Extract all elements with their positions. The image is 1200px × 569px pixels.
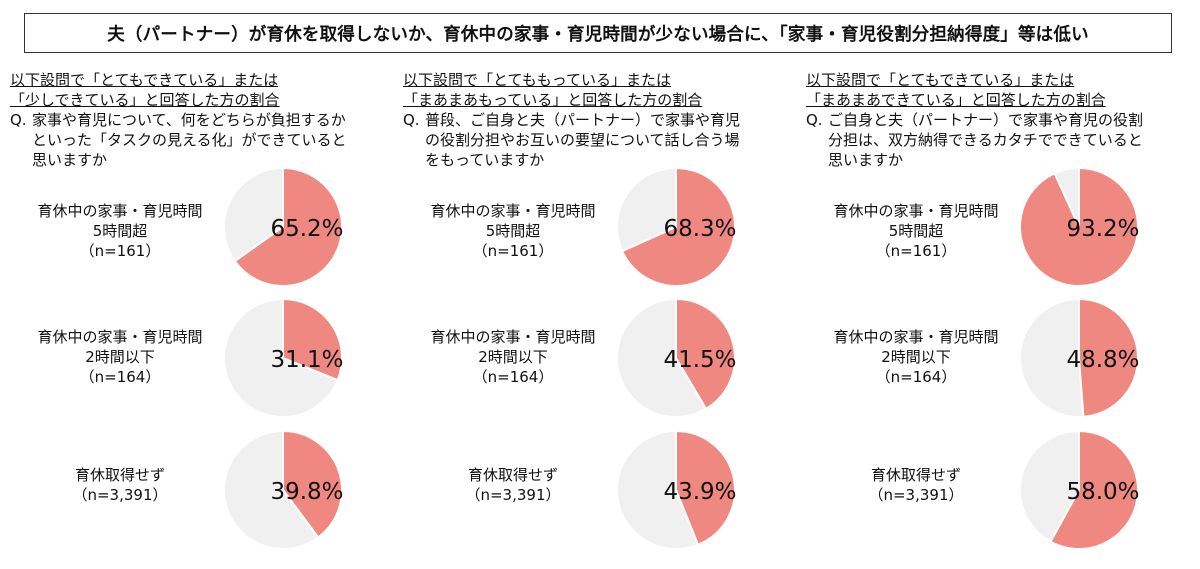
pie-slice-remainder xyxy=(223,166,284,263)
group-label-2h-under: 育休中の家事・育児時間 2時間以下 （n=164） xyxy=(430,328,596,386)
pie-slice-remainder xyxy=(1019,429,1080,544)
pie-slice-remainder xyxy=(223,429,320,550)
group-label-2h-under: 育休中の家事・育児時間 2時間以下 （n=164） xyxy=(833,328,999,386)
pie-slice-value xyxy=(282,429,343,539)
group-label-5h-over: 育休中の家事・育児時間 5時間超 （n=161） xyxy=(37,202,203,260)
pie-slice-remainder xyxy=(616,166,677,253)
question-text: 家事や育児について、何をどちらが負担するか といった「タスクの見える化」ができて… xyxy=(32,111,347,169)
pie-chart-area: 93.2% 48.8% 58.0% xyxy=(1019,166,1140,550)
panel-header-line-2: 「少しできている」と回答した方の割合 xyxy=(10,91,280,109)
pie-chart-area: 68.3% 41.5% 43.9% xyxy=(616,166,737,550)
panel-header-line-2: 「まあまあもっている」と回答した方の割合 xyxy=(403,91,703,109)
group-label-5h-over: 育休中の家事・育児時間 5時間超 （n=161） xyxy=(833,202,999,260)
pie-slice-value xyxy=(675,297,736,411)
pie-slice-value xyxy=(233,166,343,287)
pie-slice-remainder xyxy=(616,429,700,550)
question: Q. 家事や育児について、何をどちらが負担するか といった「タスクの見える化」が… xyxy=(10,110,405,170)
question-text: ご自身と夫（パートナー）で家事や育児の役割 分担は、双方納得できるカタチでできて… xyxy=(828,111,1144,169)
panel-header-line-2: 「まあまあできている」と回答した方の割合 xyxy=(806,91,1106,109)
question: Q. ご自身と夫（パートナー）で家事や育児の役割 分担は、双方納得できるカタチで… xyxy=(806,110,1200,170)
pie-value-label: 43.9% xyxy=(663,479,736,505)
pie-slice-value xyxy=(1078,297,1139,418)
question-mark: Q. xyxy=(403,111,420,129)
pie-value-label: 58.0% xyxy=(1066,479,1139,505)
panel-header-line-1: 以下設問で「とてもできている」または xyxy=(10,71,279,89)
question: Q. 普段、ご自身と夫（パートナー）で家事や育児 の役割分担やお互いの要望につい… xyxy=(403,110,798,170)
pie-slice-remainder xyxy=(1019,297,1085,418)
question-text: 普段、ご自身と夫（パートナー）で家事や育児 の役割分担やお互いの要望について話し… xyxy=(425,111,741,169)
panel-header-line-1: 以下設問で「とてももっている」または xyxy=(403,71,672,89)
group-label-no-leave: 育休取得せず （n=3,391） xyxy=(465,466,561,504)
pie-value-label: 65.2% xyxy=(270,216,343,242)
pie-slice-value xyxy=(1019,166,1139,287)
group-label-no-leave: 育休取得せず （n=3,391） xyxy=(72,466,168,504)
pie-chart-area: 65.2% 31.1% 39.8% xyxy=(223,166,344,550)
pie-value-label: 31.1% xyxy=(270,347,343,373)
panel-role-agreement: 以下設問で「とてもできている」または 「まあまあできている」と回答した方の割合 … xyxy=(806,70,1200,569)
panel-header-line-1: 以下設問で「とてもできている」または xyxy=(806,71,1075,89)
question-mark: Q. xyxy=(10,111,27,129)
pie-value-label: 39.8% xyxy=(270,479,343,505)
pie-slice-remainder xyxy=(223,297,340,418)
group-label-2h-under: 育休中の家事・育児時間 2時間以下 （n=164） xyxy=(37,328,203,386)
group-label-5h-over: 育休中の家事・育児時間 5時間超 （n=161） xyxy=(430,202,596,260)
pie-slice-value xyxy=(620,166,736,287)
question-mark: Q. xyxy=(806,111,823,129)
chart-title: 夫（パートナー）が育休を取得しないか、育休中の家事・育児時間が少ない場合に、「家… xyxy=(24,13,1172,53)
pie-value-label: 48.8% xyxy=(1066,347,1139,373)
pie-slice-value xyxy=(282,297,343,382)
panel-discussion-place: 以下設問で「とてももっている」または 「まあまあもっている」と回答した方の割合 … xyxy=(403,70,798,569)
panel-task-visibility: 以下設問で「とてもできている」または 「少しできている」と回答した方の割合 Q.… xyxy=(10,70,405,569)
group-label-no-leave: 育休取得せず （n=3,391） xyxy=(868,466,964,504)
pie-slice-value xyxy=(1049,429,1139,550)
pie-value-label: 41.5% xyxy=(663,347,736,373)
pie-slice-value xyxy=(675,429,736,547)
pie-value-label: 93.2% xyxy=(1066,216,1139,242)
pie-value-label: 68.3% xyxy=(663,216,736,242)
pie-slice-remainder xyxy=(616,297,708,418)
